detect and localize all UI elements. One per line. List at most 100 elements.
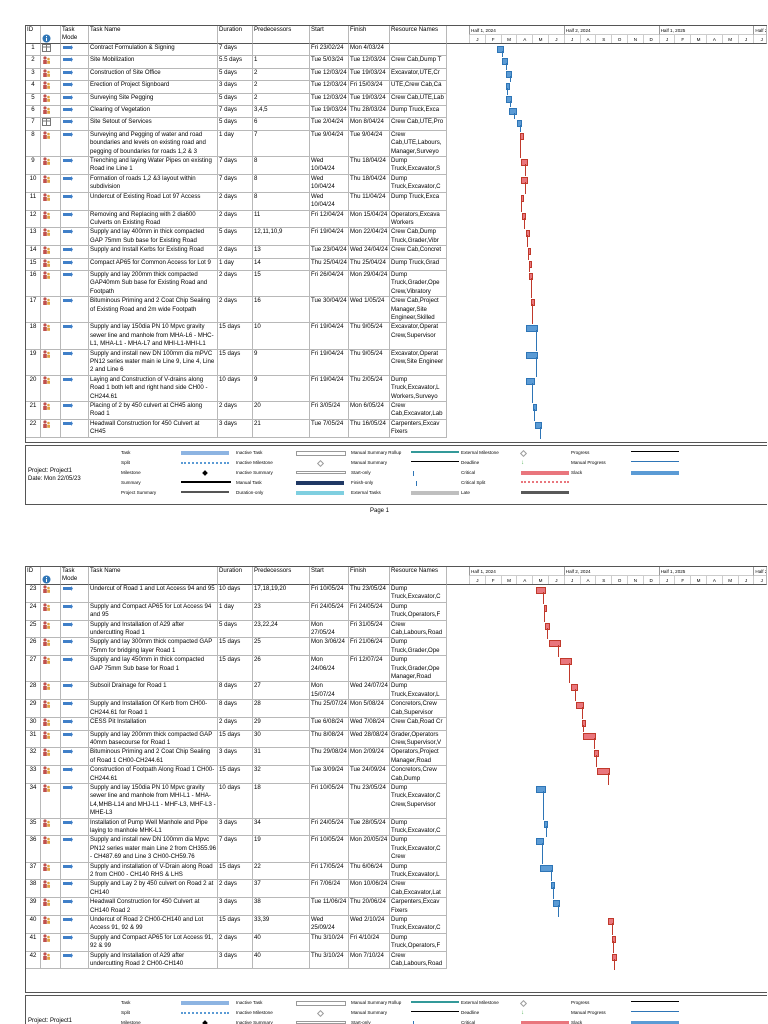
legend-label: External Milestone: [461, 450, 499, 455]
task-indicator: [41, 270, 61, 298]
gantt-link: [539, 426, 541, 439]
task-predecessors: 10: [253, 323, 310, 350]
icon: [63, 94, 73, 100]
task-resources: Crew Cab,UTE,Labours, Manager,Surveyo: [390, 130, 447, 158]
legend-label: Milestone: [121, 470, 141, 475]
task-id: 17: [26, 297, 41, 324]
gantt-bar: [531, 299, 535, 307]
icon: [63, 881, 73, 887]
task-mode: [61, 68, 89, 82]
task-name: Undercut of Existing Road Lot 97 Access: [89, 192, 218, 211]
timescale-month: J: [563, 576, 580, 584]
icon: [63, 324, 73, 330]
task-id: 42: [26, 951, 41, 970]
task-finish: Mon 8/04/24: [349, 118, 390, 131]
icon: [63, 57, 73, 63]
timescale-month: J: [658, 35, 675, 43]
task-id: 6: [26, 106, 41, 119]
task-predecessors: 8: [253, 192, 310, 211]
task-id: 20: [26, 375, 41, 403]
gantt-bar: [520, 176, 528, 184]
task-predecessors: 17,18,19,20: [253, 585, 310, 603]
task-start: Tue 12/03/24: [310, 81, 349, 94]
gantt-cell: [447, 44, 767, 58]
legend-symbol: [631, 1000, 679, 1002]
task-name: Site Setout of Services: [89, 118, 218, 131]
task-mode: [61, 638, 89, 657]
gantt-bar: [520, 159, 528, 167]
gantt-bar: [575, 702, 585, 710]
legend-label: Critical: [461, 470, 476, 475]
gantt-link: [530, 277, 532, 299]
gantt-cell: [447, 246, 767, 260]
task-indicator: [41, 585, 61, 603]
timescale-month: A: [706, 35, 722, 43]
gantt-bar: [536, 587, 546, 594]
task-duration: 7 days: [218, 44, 253, 57]
legend-label: Late: [461, 490, 470, 495]
legend-label: Milestone: [121, 1020, 141, 1024]
header-cell: Task Name: [89, 26, 218, 44]
task-start: Tue 23/04/24: [310, 246, 349, 259]
task-indicator: [41, 93, 61, 107]
header-cell: Resource Names: [390, 26, 447, 44]
task-resources: [390, 44, 447, 57]
gantt-link: [519, 125, 521, 132]
task-start: Fri 23/02/24: [310, 44, 349, 57]
task-predecessors: 8: [253, 157, 310, 175]
timescale-half: Half 1, 2025: [658, 26, 754, 35]
task-finish: Thu 20/06/24: [349, 898, 390, 917]
icon: [63, 271, 73, 277]
timescale-month: A: [516, 576, 532, 584]
task-finish: Mon 2/09/24: [349, 748, 390, 767]
task-mode: [61, 748, 89, 767]
task-finish: Thu 25/04/24: [349, 258, 390, 271]
gantt-cell: [447, 766, 767, 785]
gantt-cell: [447, 228, 767, 248]
legend-symbol: [519, 999, 528, 1007]
task-id: 5: [26, 93, 41, 107]
task-name: Supply and install new DN 100mm dia mPVC…: [89, 349, 218, 376]
table-sheet: ID Task Mode Task Name Duration Predecessors…: [25, 566, 767, 993]
task-mode: [61, 81, 89, 94]
task-id: 21: [26, 402, 41, 420]
timescale-month: J: [753, 576, 766, 584]
task-predecessors: 1: [253, 56, 310, 69]
icon: [63, 131, 73, 137]
gantt-link: [607, 773, 609, 785]
task-duration: 15 days: [218, 916, 253, 934]
task-indicator: [41, 766, 61, 784]
task-predecessors: 27: [253, 682, 310, 701]
task-mode: [61, 174, 89, 193]
icon: [43, 376, 50, 384]
task-name: Formation of roads 1,2 &3 layout within …: [89, 174, 218, 193]
task-indicator: [41, 862, 61, 881]
timescale-half: Half 1, 2024: [469, 26, 564, 35]
task-start: Thu 29/08/24: [310, 748, 349, 767]
task-finish: Thu 11/04/24: [349, 192, 390, 211]
timescale-half: Half 1, 2024: [469, 567, 564, 576]
task-name: Supply and Installation of A29 after und…: [89, 951, 218, 970]
task-predecessors: [253, 44, 310, 57]
task-id: 28: [26, 682, 41, 701]
timescale-month: N: [627, 576, 643, 584]
legend-symbol: [181, 450, 229, 455]
legend-symbol: [631, 1020, 679, 1024]
task-resources: Dump Truck,Grader,Ope: [390, 638, 447, 657]
task-id: 30: [26, 718, 41, 731]
gantt-link: [596, 755, 597, 768]
icon: [43, 730, 50, 739]
task-name: Supply and lay 150dia PN 10 Mpvc gravity…: [89, 323, 218, 350]
legend-label: Summary: [121, 480, 141, 485]
timescale-month: N: [627, 35, 643, 43]
gantt-cell: [447, 350, 767, 377]
gantt-link: [550, 869, 552, 882]
gantt-cell: [447, 193, 767, 212]
gantt-bar: [528, 260, 533, 268]
task-predecessors: 25: [253, 638, 310, 657]
task-finish: Thu 9/05/24: [349, 323, 390, 350]
gantt-link: [581, 707, 583, 720]
date-label: Date: Mon 22/05/23: [28, 476, 81, 482]
legend-symbol: [411, 470, 417, 476]
task-resources: Excavator,UTE,Cr: [390, 68, 447, 82]
